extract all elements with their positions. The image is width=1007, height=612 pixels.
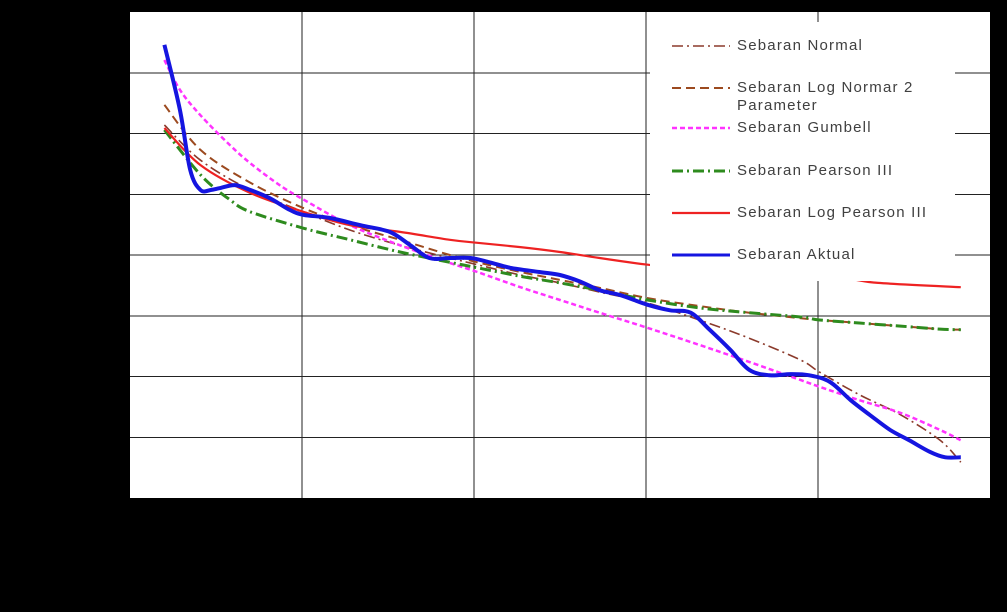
legend-label: Sebaran Aktual	[737, 246, 856, 263]
legend-swatch	[672, 169, 730, 173]
legend-label: Sebaran Log Normar 2 Parameter	[737, 79, 914, 114]
legend-swatch	[672, 253, 730, 257]
series-line-sebaran-pearson-iii	[163, 128, 961, 332]
legend-swatch	[672, 126, 730, 130]
legend-label: Sebaran Gumbell	[737, 119, 872, 136]
legend: Sebaran Normal Sebaran Log Normar 2 Para…	[650, 22, 955, 281]
legend-label: Sebaran Normal	[737, 37, 864, 54]
legend-swatch	[672, 211, 730, 215]
legend-swatch	[672, 87, 730, 89]
series-line-sebaran-aktual	[162, 44, 961, 460]
series-line-sebaran-gumbell	[163, 59, 962, 442]
series-group	[162, 44, 962, 463]
legend-label: Sebaran Pearson III	[737, 162, 894, 179]
legend-label: Sebaran Log Pearson III	[737, 204, 928, 221]
legend-swatch	[672, 45, 730, 47]
